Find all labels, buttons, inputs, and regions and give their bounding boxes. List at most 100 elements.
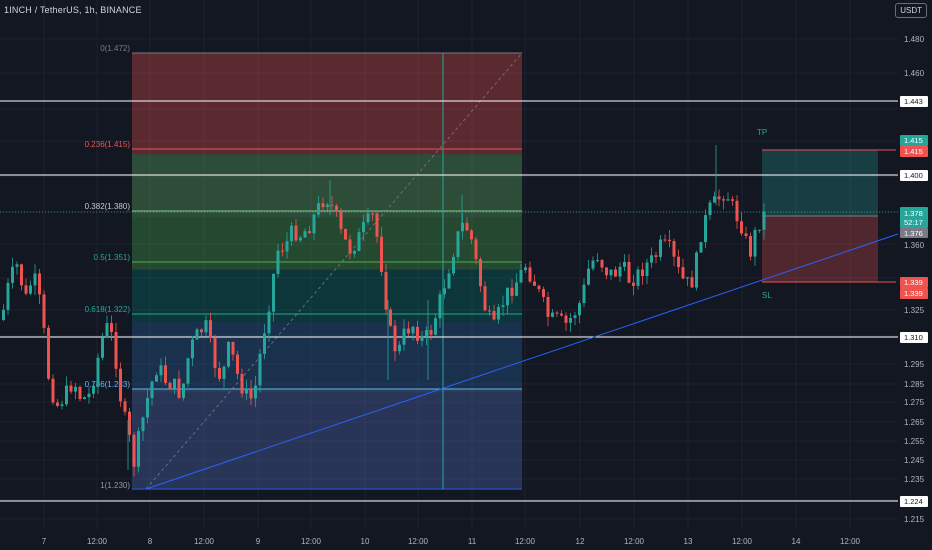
candle-body: [38, 273, 41, 295]
candle-body: [272, 273, 275, 312]
candle-body: [627, 261, 631, 283]
candle-body: [402, 328, 406, 345]
candle-body: [380, 236, 383, 272]
candle-body: [128, 411, 131, 435]
fib-zone: [132, 389, 522, 489]
candle-body: [582, 284, 586, 304]
fib-level-label: 1(1.230): [100, 481, 130, 490]
candle-body: [132, 434, 136, 467]
candle-body: [60, 404, 64, 406]
candle-body: [258, 353, 262, 386]
candle-body: [501, 305, 505, 307]
candle-body: [303, 231, 307, 238]
price-axis-label: 1.295: [904, 360, 925, 369]
tp-price-tag-green: [900, 135, 928, 146]
candle-body: [600, 260, 604, 268]
currency-button[interactable]: USDT: [895, 3, 927, 18]
horizontal-level-tag-text: 1.400: [904, 171, 923, 180]
candle-body: [330, 204, 334, 206]
candle-body: [479, 259, 482, 287]
fib-level-label: 0.618(1.322): [85, 305, 131, 314]
candle-body: [452, 256, 455, 274]
candle-body: [294, 225, 298, 241]
time-axis-label: 12:00: [624, 537, 645, 546]
candle-body: [542, 289, 545, 298]
countdown-text: 52:17: [904, 218, 923, 227]
price-axis-label: 1.215: [904, 515, 925, 524]
sl-price-tag-2-text: 1.339: [904, 289, 923, 298]
candle-body: [605, 267, 608, 276]
tp-price-tag-red-text: 1.415: [904, 147, 923, 156]
candle-body: [195, 329, 199, 340]
candle-body: [483, 286, 487, 311]
time-axis-label: 7: [42, 537, 47, 546]
candle-body: [105, 323, 109, 338]
candle-body: [519, 270, 523, 283]
candle-body: [672, 241, 676, 257]
fibonacci-retracement[interactable]: 0(1.472) 0.236(1.415) 0.382(1.380) 0.5(1.35…: [85, 44, 523, 490]
candle-body: [20, 264, 23, 286]
time-axis-label: 12:00: [408, 537, 429, 546]
candle-body: [708, 202, 712, 216]
candle-body: [164, 365, 167, 383]
candle-body: [362, 222, 365, 233]
candle-body: [290, 225, 293, 242]
candle-body: [51, 378, 55, 403]
candle-body: [389, 309, 392, 326]
candle-body: [461, 222, 464, 232]
fib-level-label: 0.236(1.415): [85, 140, 131, 149]
fib-level-label: 0.5(1.351): [94, 253, 131, 262]
candle-body: [456, 231, 460, 257]
price-tags: 1.415 1.415 1.378 52:17 1.376 1.339 1.33…: [900, 135, 928, 299]
current-price-tag: [900, 207, 928, 228]
sl-price-tag-1: [900, 277, 928, 288]
candle-body: [173, 378, 176, 389]
time-axis-label: 12: [576, 537, 585, 546]
horizontal-level-tag: [900, 332, 928, 343]
current-price-text: 1.378: [904, 209, 923, 218]
candle-body: [312, 214, 316, 234]
stop-loss-label: SL: [762, 291, 772, 300]
candle-body: [753, 229, 757, 257]
candle-body: [659, 239, 662, 257]
candle-body: [668, 239, 671, 242]
candle-body: [33, 273, 37, 286]
candle-body: [96, 357, 100, 386]
candle-body: [465, 222, 469, 231]
candle-body: [699, 242, 703, 253]
price-axis[interactable]: 1.460 1.360 1.325 1.295 1.285 1.275 1.265 1.255…: [904, 35, 925, 524]
time-axis-label: 11: [468, 537, 477, 546]
candle-body: [429, 330, 433, 335]
time-axis-label: 12:00: [840, 537, 861, 546]
candle-body: [533, 281, 536, 286]
candle-body: [744, 233, 748, 237]
time-axis-label: 14: [792, 537, 801, 546]
candle-body: [326, 204, 329, 208]
candle-body: [443, 288, 446, 295]
candle-body: [407, 328, 410, 334]
candle-body: [645, 262, 649, 277]
candle-body: [344, 228, 347, 240]
candle-body: [24, 285, 28, 294]
long-position-tool[interactable]: TP SL: [757, 128, 896, 300]
horizontal-levels[interactable]: 1.443 1.400 1.310 1.224: [0, 96, 928, 507]
candle-body: [231, 341, 235, 355]
candle-body: [83, 397, 86, 400]
candle-body: [218, 368, 221, 379]
candle-body: [492, 311, 496, 320]
horizontal-level-tag-text: 1.443: [904, 97, 923, 106]
candle-body: [65, 385, 68, 405]
candle-body: [348, 239, 352, 254]
time-axis[interactable]: 7 12:00 8 12:00 9 12:00 10 12:00 11 12:00 12 12:00 1…: [42, 537, 861, 546]
candle-body: [564, 315, 568, 323]
time-axis-label: 10: [361, 537, 370, 546]
candle-body: [416, 326, 419, 341]
candle-body: [722, 199, 725, 201]
candle-body: [177, 378, 181, 398]
ascending-trendline[interactable]: [145, 233, 899, 490]
candle-body: [42, 294, 46, 328]
candle-body: [438, 294, 442, 319]
fib-zone: [132, 53, 522, 155]
candle-body: [515, 282, 518, 296]
